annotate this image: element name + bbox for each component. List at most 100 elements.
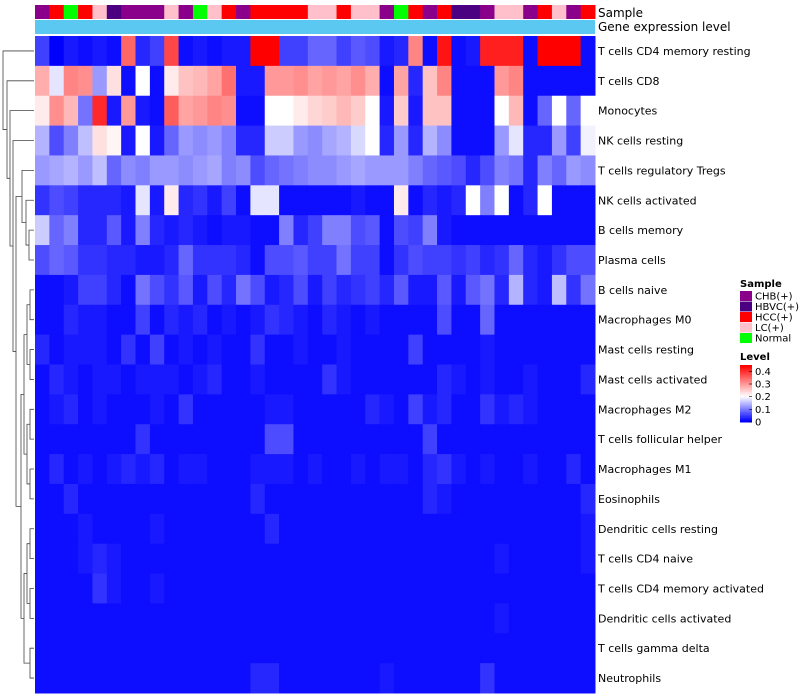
heatmap-cell <box>422 185 438 216</box>
heatmap-cell <box>451 334 467 365</box>
legend-swatch <box>740 291 752 301</box>
heatmap-cell <box>92 215 108 246</box>
heatmap-cell <box>78 633 93 664</box>
heatmap-cell <box>437 573 452 604</box>
heatmap-cell <box>350 543 366 575</box>
heatmap-cell <box>121 274 137 306</box>
heatmap-cell <box>49 125 65 156</box>
heatmap-cell <box>121 245 137 276</box>
heatmap-cell <box>250 274 266 306</box>
heatmap-cell <box>264 65 280 97</box>
heatmap-cell <box>523 36 539 67</box>
heatmap-cell <box>451 155 467 186</box>
heatmap-cell <box>207 603 223 634</box>
heatmap-cell <box>164 36 180 67</box>
heatmap-cell <box>537 65 553 97</box>
heatmap-cell <box>551 185 567 216</box>
heatmap-cell <box>393 155 409 186</box>
sample-annot-cell <box>178 5 194 19</box>
heatmap-cell <box>106 155 122 186</box>
heatmap-cell <box>192 65 208 97</box>
legend-tick-label: 0.1 <box>755 405 771 416</box>
heatmap-cell <box>465 65 481 97</box>
heatmap-cell <box>63 155 79 186</box>
heatmap-cell <box>336 334 352 365</box>
heatmap-cell <box>63 65 79 97</box>
heatmap-cell <box>207 454 223 485</box>
heatmap-cell <box>178 65 194 97</box>
heatmap-cell <box>393 304 409 336</box>
heatmap-cell <box>465 543 481 575</box>
heatmap-cell <box>566 424 582 455</box>
heatmap-cell <box>437 364 452 395</box>
heatmap-cell <box>508 454 524 485</box>
legend-entry-label: CHB(+) <box>755 292 793 303</box>
heatmap-cell <box>279 394 294 425</box>
heatmap-cell <box>250 245 266 276</box>
heatmap-cell <box>63 424 79 455</box>
heatmap-cell <box>164 304 180 336</box>
heatmap-cell <box>106 633 122 664</box>
heatmap-cell <box>293 274 309 306</box>
heatmap-cell <box>178 603 194 634</box>
heatmap-cell <box>49 65 65 97</box>
heatmap-cell <box>293 125 309 156</box>
heatmap-cell <box>322 633 338 664</box>
heatmap-cell <box>207 424 223 455</box>
heatmap-cell <box>393 215 409 246</box>
heatmap-cell <box>164 633 180 664</box>
heatmap-cell <box>422 65 438 97</box>
heatmap-cell <box>451 36 467 67</box>
heatmap-cell <box>336 185 352 216</box>
heatmap-cell <box>192 543 208 575</box>
heatmap-cell <box>221 364 237 395</box>
heatmap-cell <box>221 215 237 246</box>
heatmap-cell <box>92 513 108 545</box>
heatmap-cell <box>480 394 495 425</box>
heatmap-cell <box>336 245 352 276</box>
heatmap-cell <box>465 245 481 276</box>
heatmap-cell <box>408 483 424 515</box>
heatmap-cell <box>221 36 237 67</box>
heatmap-cell <box>279 454 294 485</box>
heatmap-cell <box>379 543 395 575</box>
heatmap-cell <box>508 603 524 634</box>
heatmap-cell <box>551 394 567 425</box>
legend-gradient-step <box>740 387 752 390</box>
heatmap-cell <box>322 125 338 156</box>
heatmap-cell <box>437 603 452 634</box>
heatmap-cell <box>451 663 467 694</box>
legend-level: Level 0.4 0.30.2 0.1 0 <box>740 352 771 429</box>
sample-annot-cell <box>92 5 108 19</box>
heatmap-cell <box>393 513 409 545</box>
dendrogram-branch <box>26 304 30 365</box>
heatmap-cell <box>293 394 309 425</box>
heatmap-cell <box>192 274 208 306</box>
heatmap-cell <box>508 95 524 127</box>
heatmap-cell <box>350 633 366 664</box>
heatmap-cell <box>408 364 424 395</box>
heatmap-cell <box>465 185 481 216</box>
heatmap-cell <box>106 245 122 276</box>
heatmap-cell <box>63 36 79 67</box>
heatmap-cell <box>451 95 467 127</box>
heatmap-cell <box>408 454 424 485</box>
heatmap-cell <box>192 215 208 246</box>
heatmap-cell <box>350 215 366 246</box>
heatmap-cell <box>192 663 208 694</box>
heatmap-cell <box>221 334 237 365</box>
dendrogram-branch <box>29 468 34 500</box>
heatmap-cell <box>508 304 524 336</box>
heatmap-cell <box>580 65 596 97</box>
heatmap-cell <box>49 95 65 127</box>
heatmap-cell <box>307 185 323 216</box>
heatmap-cell <box>365 364 381 395</box>
heatmap-cell <box>135 364 151 395</box>
heatmap-cell <box>480 454 495 485</box>
heatmap-cell <box>307 663 323 694</box>
legend-gradient-step <box>740 390 752 393</box>
heatmap-cell <box>149 454 165 485</box>
heatmap-cell <box>178 483 194 515</box>
heatmap-cell <box>537 155 553 186</box>
